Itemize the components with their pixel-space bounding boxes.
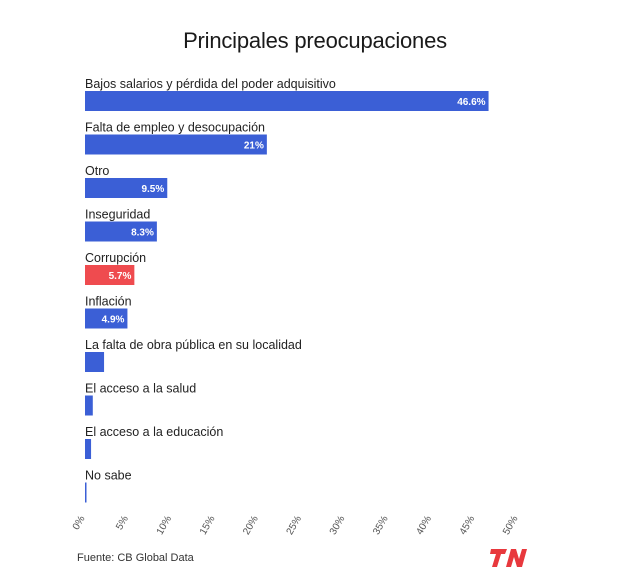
bar [85, 221, 157, 242]
x-tick-label: 20% [241, 514, 261, 537]
x-tick-label: 25% [285, 514, 305, 537]
category-label: No sabe [85, 469, 132, 483]
category-label: Inflación [85, 295, 132, 309]
value-label: 5.7% [109, 271, 132, 282]
value-label: 8.3% [131, 228, 154, 239]
category-label: Otro [85, 164, 109, 178]
chart-title: Principales preocupaciones [183, 28, 447, 53]
x-tick-label: 50% [501, 514, 521, 537]
bar [85, 395, 93, 416]
x-tick-label: 15% [198, 514, 218, 537]
value-label: 46.6% [457, 97, 485, 108]
bar-chart: Bajos salarios y pérdida del poder adqui… [71, 77, 521, 537]
x-tick-label: 30% [328, 514, 348, 537]
x-tick-label: 35% [371, 514, 391, 537]
x-tick-label: 10% [155, 514, 175, 537]
category-label: El acceso a la salud [85, 382, 196, 396]
x-tick-label: 0% [71, 514, 88, 532]
category-label: Falta de empleo y desocupación [85, 121, 265, 135]
bar [85, 439, 92, 459]
value-label: 4.9% [102, 315, 125, 326]
x-tick-label: 45% [458, 514, 478, 537]
category-label: La falta de obra pública en su localidad [85, 338, 302, 352]
category-label: Corrupción [85, 251, 146, 265]
tn-logo-mark [490, 549, 527, 567]
value-label: 21% [244, 141, 264, 152]
category-label: Bajos salarios y pérdida del poder adqui… [85, 77, 336, 91]
source-note: Fuente: CB Global Data [77, 552, 194, 564]
bar [85, 178, 168, 198]
value-label: 9.5% [141, 184, 164, 195]
category-label: Inseguridad [85, 208, 150, 222]
bar [85, 308, 128, 329]
tn-logo [489, 547, 529, 574]
bar [85, 134, 267, 155]
bar [85, 91, 489, 111]
x-tick-label: 40% [414, 514, 434, 537]
bar [85, 265, 135, 285]
category-label: El acceso a la educación [85, 425, 223, 439]
x-tick-label: 5% [114, 514, 131, 532]
bar [85, 482, 87, 503]
bar [85, 352, 105, 372]
